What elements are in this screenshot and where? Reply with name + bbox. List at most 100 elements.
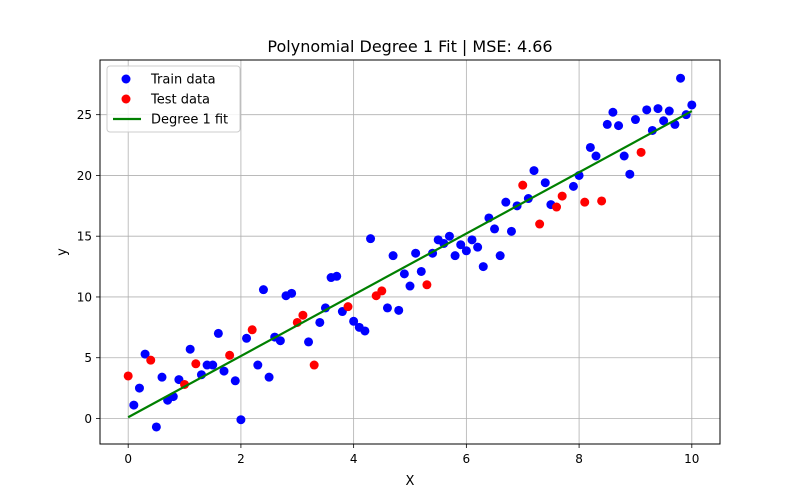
test-data-point	[377, 286, 387, 296]
train-data-point	[151, 422, 161, 432]
train-data-point	[405, 281, 415, 291]
train-data-point	[529, 166, 539, 176]
train-data-point	[399, 269, 409, 279]
axis-ticks: 0 2 4 6 8 10 0 5 10 15 20 25	[77, 108, 700, 466]
train-data-point	[394, 305, 404, 315]
plot-area	[123, 73, 697, 432]
train-data-point	[501, 197, 511, 207]
y-tick-label: 10	[77, 290, 92, 304]
train-data-point	[230, 376, 240, 386]
axes-frame	[99, 59, 721, 445]
test-data-point	[580, 197, 590, 207]
train-data-point	[253, 360, 263, 370]
test-data-point	[518, 180, 528, 190]
y-tick-label: 5	[84, 351, 92, 365]
test-data-point	[535, 219, 545, 229]
x-tick-label: 0	[124, 452, 132, 466]
train-data-point	[473, 242, 483, 252]
train-data-point	[258, 285, 268, 295]
test-data-point	[309, 360, 319, 370]
train-data-point	[467, 235, 477, 245]
legend-swatch-test-data	[121, 94, 131, 104]
chart-title: Polynomial Degree 1 Fit | MSE: 4.66	[267, 37, 552, 56]
train-data-point	[349, 316, 359, 326]
train-data-point	[411, 248, 421, 258]
x-tick-label: 2	[237, 452, 245, 466]
train-data-point	[540, 178, 550, 188]
legend-swatch-train-data	[121, 74, 131, 84]
train-data-point	[619, 151, 629, 161]
test-data-point	[191, 359, 201, 369]
train-data-point	[264, 372, 274, 382]
y-tick-label: 15	[77, 230, 92, 244]
train-data-point	[388, 251, 398, 261]
train-data-point	[568, 181, 578, 191]
degree-1-fit-line	[127, 110, 693, 419]
train-data-point	[332, 271, 342, 281]
train-data-point	[591, 151, 601, 161]
train-data-point	[219, 366, 229, 376]
train-data-point	[653, 104, 663, 114]
train-data-point	[614, 121, 624, 131]
test-data-point	[636, 147, 646, 157]
train-data-point	[478, 262, 488, 272]
train-data-point	[134, 383, 144, 393]
legend-label-degree-1-fit: Degree 1 fit	[151, 113, 228, 128]
legend-box	[106, 65, 241, 133]
test-data-point	[298, 310, 308, 320]
train-data-point	[608, 107, 618, 117]
train-data-point	[687, 100, 697, 110]
legend-label-test-data: Test data	[150, 93, 210, 108]
train-data-point	[360, 326, 370, 336]
test-data-point	[343, 302, 353, 312]
train-data-point	[157, 372, 167, 382]
train-data-point	[585, 142, 595, 152]
train-data-point	[450, 251, 460, 261]
train-data-point	[140, 349, 150, 359]
train-data-point	[625, 169, 635, 179]
train-data-point	[315, 317, 325, 327]
train-data-point	[664, 106, 674, 116]
train-data-point	[129, 400, 139, 410]
x-tick-label: 6	[463, 452, 471, 466]
test-data-point	[146, 355, 156, 365]
train-data-point	[242, 333, 252, 343]
train-data-point	[456, 240, 466, 250]
train-data-point	[659, 116, 669, 126]
train-data-point	[382, 303, 392, 313]
train-data-point	[366, 234, 376, 244]
train-data-point	[275, 336, 285, 346]
train-data-point	[287, 288, 297, 298]
train-data-point	[495, 251, 505, 261]
test-data-point	[123, 371, 133, 381]
train-data-point	[642, 105, 652, 115]
test-data-point	[557, 191, 567, 201]
train-data-point	[185, 344, 195, 354]
train-data-point	[506, 226, 516, 236]
train-data-point	[416, 266, 426, 276]
train-data-point	[208, 360, 218, 370]
y-tick-label: 25	[77, 108, 92, 122]
test-data-point	[597, 196, 607, 206]
train-data-point	[444, 231, 454, 241]
x-axis-label: X	[406, 474, 415, 489]
test-data-point	[225, 350, 235, 360]
y-tick-label: 0	[84, 412, 92, 426]
test-data-point	[552, 202, 562, 212]
train-data-point	[461, 246, 471, 256]
x-tick-label: 10	[684, 452, 699, 466]
y-tick-label: 20	[77, 169, 92, 183]
train-data-point	[490, 224, 500, 234]
train-data-point	[304, 337, 314, 347]
legend: Train data Test data Degree 1 fit	[106, 65, 241, 133]
train-data-point	[676, 73, 686, 83]
test-data-point	[247, 325, 257, 335]
x-tick-label: 4	[350, 452, 358, 466]
legend-label-train-data: Train data	[150, 73, 216, 88]
x-tick-label: 8	[575, 452, 583, 466]
train-data-point	[236, 415, 246, 425]
train-data-point	[602, 119, 612, 129]
grid	[100, 60, 720, 444]
train-data-point	[630, 115, 640, 125]
